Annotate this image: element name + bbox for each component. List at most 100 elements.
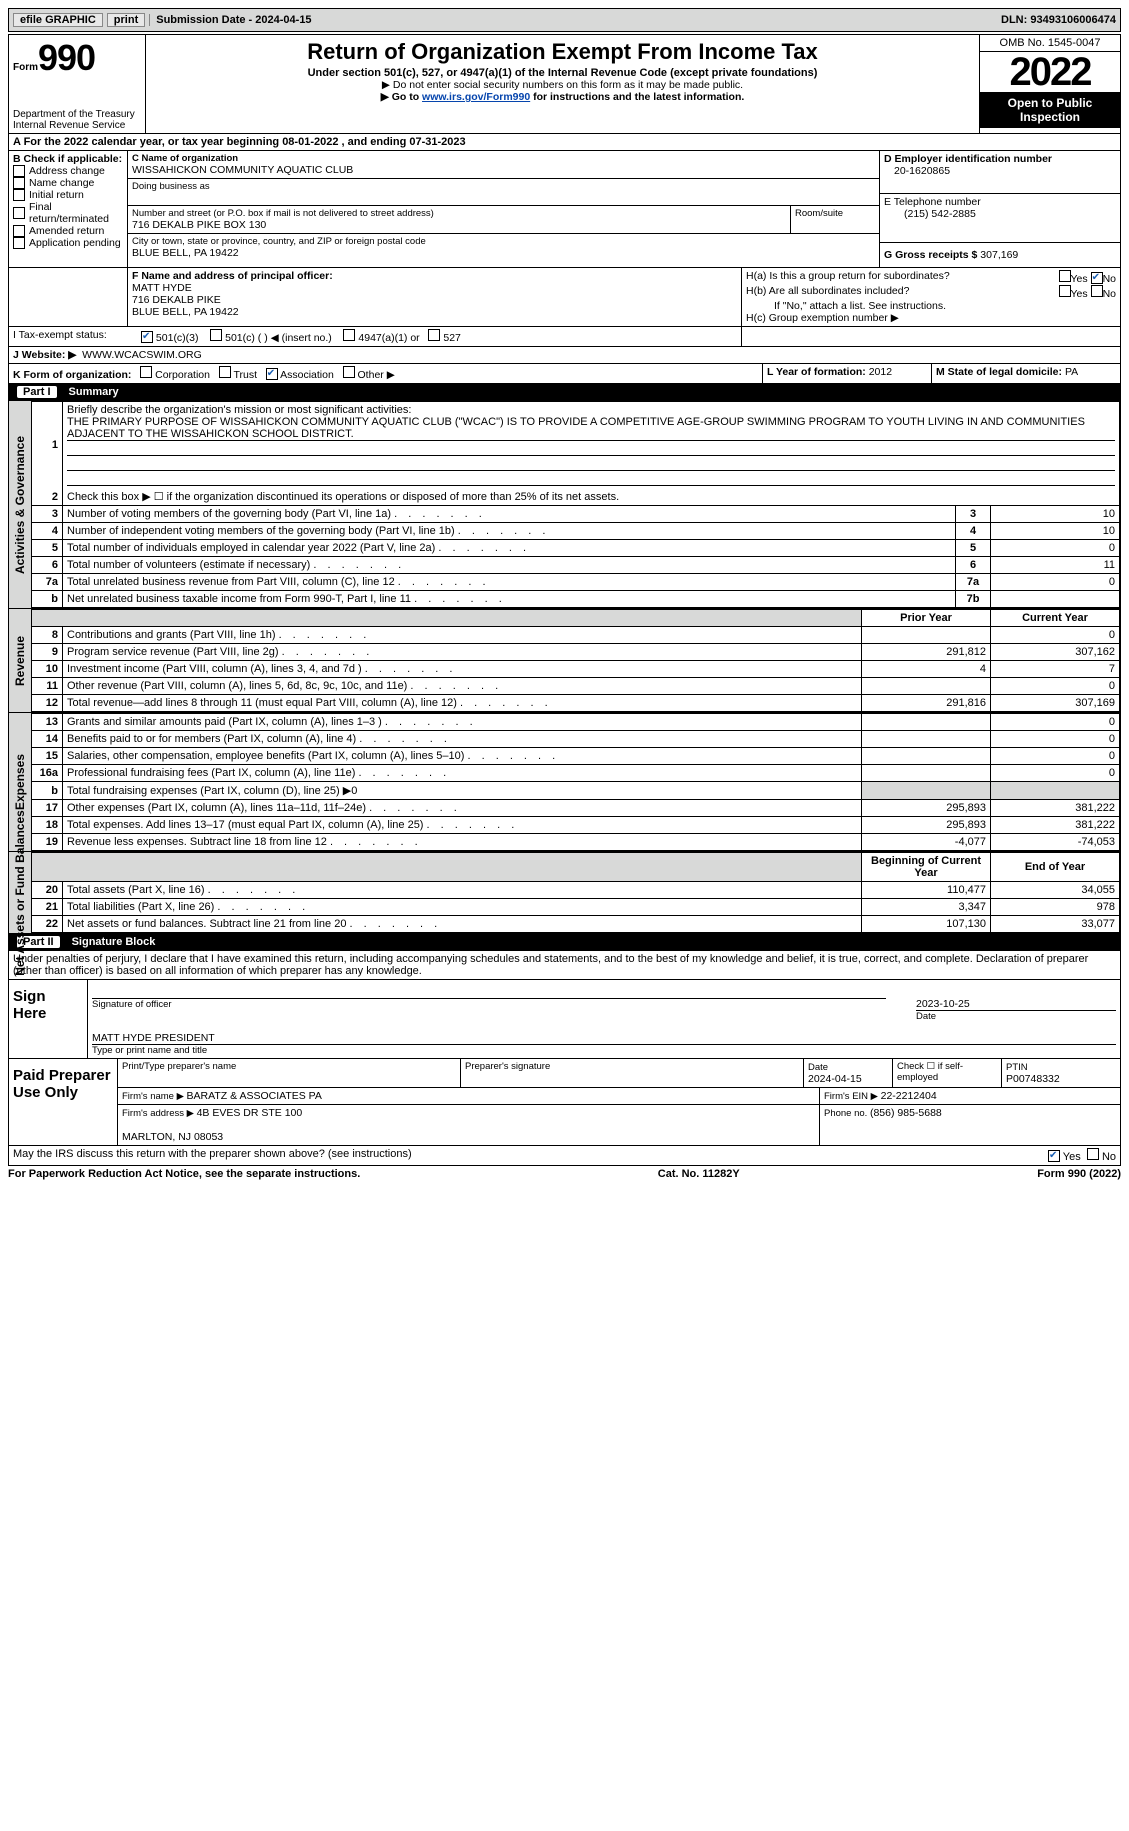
toolbar: efile GRAPHIC print Submission Date - 20… (8, 8, 1121, 32)
line1-label: Briefly describe the organization's miss… (67, 404, 411, 416)
dln-value: 93493106006474 (1030, 14, 1116, 26)
sub-date-label: Submission Date - (156, 14, 255, 26)
table-row: 17Other expenses (Part IX, column (A), l… (32, 800, 1120, 817)
ptin-label: PTIN (1006, 1062, 1028, 1073)
discuss-row: May the IRS discuss this return with the… (8, 1146, 1121, 1166)
ck-hb-no[interactable] (1091, 285, 1103, 297)
ck-pending[interactable] (13, 237, 25, 249)
spacer-b (9, 268, 128, 326)
section-governance: Activities & Governance 1 Briefly descri… (8, 401, 1121, 609)
goto-pre: ▶ Go to (381, 91, 422, 103)
firm-ein-value: 22-2212404 (881, 1090, 937, 1102)
firm-name-label: Firm's name ▶ (122, 1091, 187, 1102)
print-button[interactable]: print (107, 13, 145, 27)
header-mid: Return of Organization Exempt From Incom… (146, 35, 979, 133)
firm-phone-value: (856) 985-5688 (870, 1107, 942, 1119)
city-value: BLUE BELL, PA 19422 (132, 247, 875, 259)
no-2: No (1103, 288, 1116, 300)
ck-initial[interactable] (13, 189, 25, 201)
vtab-gov: Activities & Governance (9, 401, 32, 608)
vtab-rev: Revenue (9, 609, 32, 712)
opt-pending: Application pending (29, 237, 121, 249)
phone-value: (215) 542-2885 (884, 208, 1116, 220)
opt-final: Final return/terminated (29, 201, 123, 225)
self-employed: Check ☐ if self-employed (892, 1059, 1001, 1087)
officer-value: MATT HYDE 716 DEKALB PIKE BLUE BELL, PA … (132, 282, 737, 318)
street-value: 716 DEKALB PIKE BOX 130 (132, 219, 786, 231)
box-c: C Name of organization WISSAHICKON COMMU… (128, 151, 880, 267)
opt-4947: 4947(a)(1) or (358, 332, 419, 344)
ck-501c[interactable] (210, 329, 222, 341)
ck-527[interactable] (428, 329, 440, 341)
table-row: 3Number of voting members of the governi… (32, 506, 1120, 523)
opt-trust: Trust (233, 369, 257, 381)
m-value: PA (1065, 366, 1078, 378)
section-netassets: Net Assets or Fund Balances Beginning of… (8, 852, 1121, 934)
l-label: L Year of formation: (767, 366, 869, 378)
box-h: H(a) Is this a group return for subordin… (742, 268, 1120, 326)
opt-501c3: 501(c)(3) (156, 332, 199, 344)
opt-other: Other ▶ (358, 369, 395, 381)
form-header: Form990 Department of the Treasury Inter… (8, 34, 1121, 134)
e-label: E Telephone number (884, 196, 1116, 208)
ck-discuss-yes[interactable] (1048, 1150, 1060, 1162)
ck-other[interactable] (343, 366, 355, 378)
ck-name-change[interactable] (13, 177, 25, 189)
hc-label: H(c) Group exemption number ▶ (746, 312, 1116, 324)
prep-name-label: Print/Type preparer's name (118, 1059, 460, 1087)
opt-527: 527 (443, 332, 461, 344)
ck-address-change[interactable] (13, 165, 25, 177)
opt-501c: 501(c) ( ) ◀ (insert no.) (225, 332, 332, 344)
col-beginning: Beginning of Current Year (862, 853, 991, 882)
ck-ha-no[interactable] (1091, 272, 1103, 284)
yes-1: Yes (1071, 273, 1088, 285)
table-row: 12Total revenue—add lines 8 through 11 (… (32, 695, 1120, 712)
ck-ha-yes[interactable] (1059, 270, 1071, 282)
opt-initial: Initial return (29, 189, 84, 201)
vtab-gov-label: Activities & Governance (13, 435, 27, 573)
sig-date-label: Date (916, 1010, 1116, 1022)
goto-post: for instructions and the latest informat… (530, 91, 744, 103)
table-row: 8Contributions and grants (Part VIII, li… (32, 627, 1120, 644)
sig-name-value: MATT HYDE PRESIDENT (92, 1032, 1116, 1044)
opt-corp: Corporation (155, 369, 210, 381)
ck-corp[interactable] (140, 366, 152, 378)
ck-501c3[interactable] (141, 331, 153, 343)
ck-final[interactable] (13, 207, 25, 219)
ck-amended[interactable] (13, 225, 25, 237)
ck-hb-yes[interactable] (1059, 285, 1071, 297)
h-note: If "No," attach a list. See instructions… (746, 300, 1116, 312)
ck-4947[interactable] (343, 329, 355, 341)
m-label: M State of legal domicile: (936, 366, 1065, 378)
table-row: 13Grants and similar amounts paid (Part … (32, 714, 1120, 731)
section-b-g: B Check if applicable: Address change Na… (8, 151, 1121, 268)
box-deg: D Employer identification number 20-1620… (880, 151, 1120, 267)
mission-text: THE PRIMARY PURPOSE OF WISSAHICKON COMMU… (67, 416, 1115, 441)
discuss-label: May the IRS discuss this return with the… (13, 1148, 412, 1163)
sig-officer-label: Signature of officer (92, 998, 886, 1010)
form-footer: Form 990 (2022) (1037, 1168, 1121, 1180)
table-row: 15Salaries, other compensation, employee… (32, 748, 1120, 765)
vtab-exp-label: Expenses (13, 754, 27, 810)
tax-year: 2022 (980, 52, 1120, 92)
vtab-rev-label: Revenue (13, 635, 27, 685)
opt-address: Address change (29, 165, 105, 177)
prep-date-label: Date (808, 1062, 828, 1073)
j-label: J Website: ▶ (13, 349, 76, 361)
section-j: J Website: ▶ WWW.WCACSWIM.ORG (8, 347, 1121, 364)
box-m: M State of legal domicile: PA (932, 364, 1120, 383)
ck-discuss-no[interactable] (1087, 1148, 1099, 1160)
table-row: bTotal fundraising expenses (Part IX, co… (32, 782, 1120, 800)
box-j: J Website: ▶ WWW.WCACSWIM.ORG (9, 347, 1120, 363)
ck-assoc[interactable] (266, 368, 278, 380)
ck-trust[interactable] (219, 366, 231, 378)
part1-label: Part I (17, 386, 57, 398)
section-f-h: F Name and address of principal officer:… (8, 268, 1121, 327)
table-netassets: Beginning of Current YearEnd of Year 20T… (32, 852, 1120, 933)
declaration-text: Under penalties of perjury, I declare th… (8, 951, 1121, 980)
irs-link[interactable]: www.irs.gov/Form990 (422, 91, 530, 103)
gross-receipts: 307,169 (980, 249, 1018, 261)
efile-label: efile GRAPHIC (13, 13, 103, 27)
table-row: 10Investment income (Part VIII, column (… (32, 661, 1120, 678)
sign-here-block: Sign Here Signature of officer 2023-10-2… (8, 980, 1121, 1059)
